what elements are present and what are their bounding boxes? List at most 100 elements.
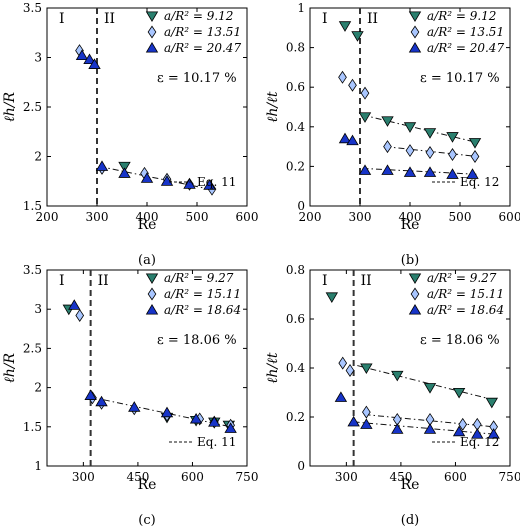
x-tick-label: 400 — [399, 210, 422, 224]
legend-entry: a/R² = 20.47 — [164, 41, 241, 55]
y-tick-label: 0.2 — [286, 410, 305, 424]
x-tick-label: 600 — [236, 210, 259, 224]
x-tick-label: 200 — [36, 210, 59, 224]
regime-label-I: I — [322, 11, 328, 27]
y-axis-label: ℓh/R — [2, 91, 18, 122]
axes-frame — [46, 269, 248, 467]
data-point — [448, 148, 457, 162]
x-tick-label: 500 — [449, 210, 472, 224]
legend-entry: a/R² = 15.11 — [427, 287, 504, 301]
data-point — [423, 383, 437, 394]
x-axis-label: Re — [138, 217, 157, 233]
data-point — [95, 160, 109, 171]
x-axis-label: Re — [138, 477, 157, 493]
legend-marker — [145, 11, 159, 23]
data-point — [423, 166, 437, 177]
data-point — [189, 412, 203, 424]
epsilon-annotation: ε = 18.06 % — [420, 333, 500, 348]
x-tick-label: 450 — [126, 470, 149, 484]
data-point — [391, 370, 404, 382]
fit-line — [384, 146, 478, 157]
epsilon-annotation: ε = 18.06 % — [157, 333, 237, 348]
y-axis-label: ℓh/ℓt — [265, 91, 281, 122]
panel-caption: (a) — [138, 253, 156, 268]
x-axis-label: Re — [401, 477, 420, 493]
fit-legend-label: Eq. 12 — [460, 175, 499, 189]
legend: a/R² = 9.27 a/R² = 15.11 a/R² = 18.64 — [145, 271, 241, 317]
data-point — [360, 86, 370, 100]
data-point — [391, 423, 404, 434]
data-point — [84, 389, 97, 400]
data-point — [118, 161, 131, 173]
x-tick-label: 600 — [444, 470, 467, 484]
x-tick-label: 750 — [499, 470, 520, 484]
data-point — [466, 168, 479, 179]
regime-label-II: II — [98, 273, 109, 289]
x-tick-label: 600 — [181, 470, 204, 484]
x-tick-label: 750 — [236, 470, 259, 484]
data-point — [351, 31, 364, 42]
legend-entry: a/R² = 15.11 — [164, 287, 241, 301]
data-point — [203, 179, 216, 190]
legend-marker — [408, 41, 422, 53]
y-tick-label: 0 — [297, 459, 305, 473]
legend: a/R² = 9.12 a/R² = 13.51 a/R² = 20.47 — [408, 9, 504, 55]
legend-marker — [147, 25, 157, 39]
x-tick-label: 300 — [335, 470, 358, 484]
y-axis-label: ℓh/R — [2, 352, 18, 383]
data-point — [446, 132, 459, 143]
data-point — [95, 395, 108, 407]
data-point — [470, 150, 480, 163]
x-tick-label: 600 — [499, 210, 520, 224]
data-point — [362, 405, 371, 419]
data-point — [128, 401, 141, 412]
legend-entry: a/R² = 13.51 — [427, 25, 504, 39]
legend-entry: a/R² = 9.27 — [164, 271, 234, 285]
data-point — [423, 128, 437, 139]
panel-caption: (d) — [401, 513, 419, 528]
legend-entry: a/R² = 9.12 — [164, 9, 233, 23]
data-point — [423, 423, 437, 434]
x-axis-label: Re — [401, 217, 420, 233]
data-point — [405, 144, 415, 158]
data-point — [75, 308, 85, 322]
legend-marker — [147, 287, 157, 301]
y-tick-label: 0.6 — [286, 312, 305, 326]
legend-marker — [410, 25, 420, 39]
data-point — [140, 172, 154, 183]
x-tick-label: 300 — [86, 210, 109, 224]
epsilon-annotation: ε = 10.17 % — [157, 71, 237, 86]
legend-entry: a/R² = 18.64 — [164, 303, 241, 317]
data-point — [338, 132, 352, 144]
y-tick-label: 3.5 — [23, 1, 42, 15]
y-tick-label: 0.2 — [286, 159, 305, 173]
regime-label-I: I — [59, 11, 65, 27]
regime-label-I: I — [322, 273, 328, 289]
legend-marker — [145, 303, 159, 315]
fit-line — [362, 114, 478, 144]
legend-marker — [408, 303, 422, 315]
panel-caption: (b) — [401, 253, 419, 268]
x-tick-label: 300 — [349, 210, 372, 224]
data-point — [338, 356, 348, 370]
x-tick-label: 300 — [72, 470, 95, 484]
y-tick-label: 3 — [34, 51, 42, 65]
y-tick-label: 0.4 — [286, 361, 305, 375]
data-point — [183, 178, 196, 189]
data-point — [360, 418, 373, 429]
fit-line — [364, 414, 494, 428]
data-point — [360, 363, 373, 375]
y-tick-label: 0.8 — [286, 263, 305, 277]
data-point — [345, 363, 355, 377]
y-tick-label: 0.8 — [286, 41, 305, 55]
data-point — [452, 387, 466, 399]
regime-label-II: II — [361, 273, 372, 289]
panel-caption: (c) — [138, 513, 155, 528]
data-point — [118, 167, 131, 178]
data-point — [83, 53, 96, 65]
y-tick-label: 1.5 — [23, 199, 42, 213]
legend-marker — [408, 273, 422, 285]
